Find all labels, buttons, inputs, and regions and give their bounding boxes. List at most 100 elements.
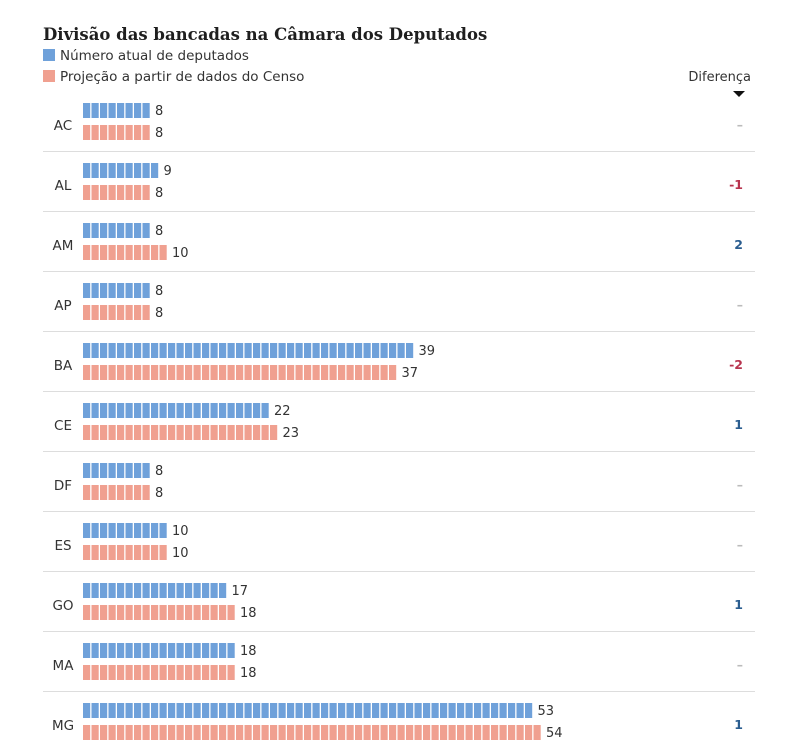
current-unit [83,583,91,598]
current-unit [193,583,201,598]
current-unit [355,703,363,718]
current-unit [125,643,133,658]
state-label: ES [54,538,71,554]
current-unit [100,103,108,118]
projection-unit [108,305,116,320]
projection-unit [304,365,312,380]
current-unit [83,103,91,118]
projection-unit [236,725,244,740]
projection-unit [100,125,108,140]
projection-unit [134,725,142,740]
state-label: MA [53,658,75,674]
projection-unit [100,365,108,380]
current-unit [142,703,150,718]
projection-unit [117,665,125,680]
current-unit [134,163,142,178]
projection-unit [278,365,286,380]
current-bar [83,103,150,118]
projection-unit [202,365,210,380]
current-unit [406,703,414,718]
current-unit [219,583,227,598]
sort-descending-icon[interactable] [733,91,745,97]
projection-value-label: 8 [155,486,163,501]
projection-unit [185,665,193,680]
current-bar [83,163,159,178]
current-unit [151,343,159,358]
current-unit [142,403,150,418]
current-unit [117,643,125,658]
current-unit [91,163,99,178]
projection-unit [83,305,91,320]
projection-unit [227,365,235,380]
projection-unit [312,365,320,380]
projection-bar [83,245,167,260]
current-unit [134,703,142,718]
projection-unit [125,185,133,200]
projection-unit [142,305,150,320]
current-unit [117,703,125,718]
current-unit [465,703,473,718]
projection-unit [227,665,235,680]
current-unit [142,343,150,358]
projection-unit [236,425,244,440]
current-unit [372,343,380,358]
difference-value: -1 [729,177,743,192]
state-label: BA [54,358,73,374]
projection-bar [83,485,150,500]
current-value-label: 39 [419,344,436,359]
difference-column-header[interactable]: Diferença [688,70,751,85]
current-unit [151,163,159,178]
projection-unit [83,365,91,380]
current-unit [244,343,252,358]
projection-unit [202,425,210,440]
current-unit [83,403,91,418]
projection-unit [338,365,346,380]
projection-unit [202,665,210,680]
chart-title: Divisão das bancadas na Câmara dos Deput… [43,25,488,44]
difference-value: – [737,657,743,672]
projection-unit [372,365,380,380]
projection-unit [108,365,116,380]
current-unit [397,343,405,358]
projection-unit [134,365,142,380]
projection-bar [83,665,235,680]
current-unit [338,703,346,718]
current-unit [100,703,108,718]
projection-unit [134,605,142,620]
projection-unit [159,245,167,260]
current-unit [134,403,142,418]
projection-unit [117,485,125,500]
state-label: AL [55,178,72,194]
projection-unit [457,725,465,740]
projection-unit [168,425,176,440]
current-value-label: 53 [538,704,555,719]
current-unit [406,343,414,358]
current-unit [261,343,269,358]
current-unit [134,643,142,658]
current-unit [91,103,99,118]
current-unit [202,343,210,358]
current-unit [159,403,167,418]
projection-unit [100,485,108,500]
projection-unit [125,365,133,380]
current-unit [117,463,125,478]
projection-unit [244,725,252,740]
projection-unit [270,365,278,380]
projection-unit [108,665,116,680]
current-unit [363,703,371,718]
projection-unit [83,665,91,680]
current-unit [380,703,388,718]
legend-swatch-current [43,49,55,61]
state-label: AC [54,118,72,134]
current-unit [134,343,142,358]
projection-value-label: 8 [155,186,163,201]
current-value-label: 8 [155,224,163,239]
difference-value: – [737,297,743,312]
projection-unit [142,605,150,620]
current-unit [219,403,227,418]
current-unit [108,283,116,298]
state-label: MG [52,718,74,734]
current-unit [100,463,108,478]
projection-unit [134,125,142,140]
current-unit [338,343,346,358]
